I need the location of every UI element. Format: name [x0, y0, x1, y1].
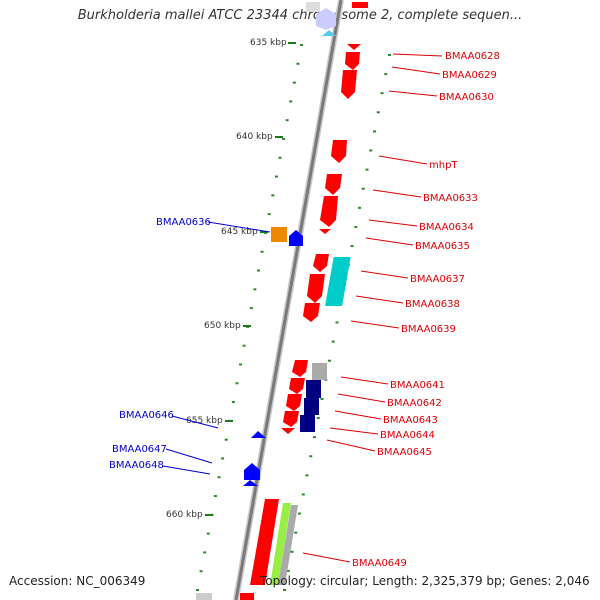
gene-feature[interactable] [312, 363, 327, 380]
gene-feature[interactable] [304, 398, 319, 415]
gene-feature[interactable] [325, 174, 342, 195]
gene-label-BMAA0636[interactable]: BMAA0636 [156, 217, 211, 228]
gene-feature[interactable] [286, 394, 302, 411]
gene-feature[interactable] [250, 499, 279, 585]
gene-feature[interactable] [283, 411, 299, 427]
reverse-gene-labels: BMAA0636 BMAA0646 BMAA0647 BMAA0648 [109, 217, 271, 475]
gene-feature[interactable] [306, 2, 320, 12]
gene-label-BMAA0637[interactable]: BMAA0637 [410, 274, 465, 285]
gene-feature[interactable] [331, 140, 347, 163]
gene-feature[interactable] [352, 2, 368, 8]
gene-label-BMAA0645[interactable]: BMAA0645 [377, 447, 432, 458]
scale-label-655: 655 kbp [186, 416, 223, 426]
topology-summary: Topology: circular; Length: 2,325,379 bp… [260, 574, 590, 588]
gene-feature[interactable] [316, 8, 336, 30]
chromosome-backbone [233, 0, 344, 600]
gene-label-BMAA0649[interactable]: BMAA0649 [352, 558, 407, 569]
gene-feature[interactable] [300, 415, 315, 432]
scale-label-650: 650 kbp [204, 321, 241, 331]
gene-label-BMAA0643[interactable]: BMAA0643 [383, 415, 438, 426]
gene-feature[interactable] [240, 593, 254, 600]
gene-label-BMAA0630[interactable]: BMAA0630 [439, 92, 494, 103]
gene-feature[interactable] [292, 360, 308, 377]
gene-feature[interactable] [196, 593, 212, 600]
gene-label-BMAA0648[interactable]: BMAA0648 [109, 460, 164, 471]
gene-label-BMAA0629[interactable]: BMAA0629 [442, 70, 497, 81]
gene-feature[interactable] [271, 227, 287, 242]
right-tick-track [283, 54, 391, 591]
gene-feature[interactable] [307, 274, 325, 303]
gene-feature[interactable] [251, 431, 266, 438]
gene-feature[interactable] [341, 70, 357, 99]
gene-feature[interactable] [347, 44, 361, 50]
gene-feature[interactable] [289, 378, 305, 394]
gene-feature[interactable] [306, 380, 321, 398]
gene-feature[interactable] [303, 303, 320, 322]
gene-feature[interactable] [244, 463, 260, 480]
gene-label-BMAA0628[interactable]: BMAA0628 [445, 51, 500, 62]
scale-labels: 635 kbp 640 kbp 645 kbp 650 kbp 655 kbp … [166, 38, 296, 520]
gene-feature[interactable] [319, 229, 331, 234]
gene-label-BMAA0646[interactable]: BMAA0646 [119, 410, 174, 421]
gene-feature[interactable] [322, 30, 336, 36]
gene-label-BMAA0638[interactable]: BMAA0638 [405, 299, 460, 310]
scale-label-660: 660 kbp [166, 510, 203, 520]
gene-feature[interactable] [278, 505, 298, 585]
gene-label-BMAA0644[interactable]: BMAA0644 [380, 430, 435, 441]
gene-label-BMAA0634[interactable]: BMAA0634 [419, 222, 474, 233]
gene-label-BMAA0647[interactable]: BMAA0647 [112, 444, 167, 455]
gene-label-BMAA0635[interactable]: BMAA0635 [415, 241, 470, 252]
gene-feature[interactable] [270, 503, 291, 585]
scale-label-635: 635 kbp [250, 38, 287, 48]
gene-feature[interactable] [289, 230, 303, 246]
feature-track [196, 2, 368, 600]
gene-feature[interactable] [325, 257, 351, 306]
gene-label-BMAA0642[interactable]: BMAA0642 [387, 398, 442, 409]
scale-label-640: 640 kbp [236, 132, 273, 142]
gene-feature[interactable] [345, 52, 360, 70]
gene-feature[interactable] [243, 480, 258, 486]
accession-text: Accession: NC_006349 [9, 574, 146, 588]
gene-label-BMAA0639[interactable]: BMAA0639 [401, 324, 456, 335]
gene-label-BMAA0641[interactable]: BMAA0641 [390, 380, 445, 391]
gene-label-mhpT[interactable]: mhpT [429, 160, 458, 171]
gene-feature[interactable] [281, 428, 295, 434]
gene-feature[interactable] [313, 254, 329, 272]
gene-label-BMAA0633[interactable]: BMAA0633 [423, 193, 478, 204]
forward-gene-labels: BMAA0628 BMAA0629 BMAA0630 mhpT BMAA0633… [302, 51, 500, 569]
gene-feature[interactable] [320, 196, 338, 227]
scale-label-645: 645 kbp [221, 227, 258, 237]
map-title: Burkholderia mallei ATCC 23344 chromosom… [77, 8, 523, 23]
